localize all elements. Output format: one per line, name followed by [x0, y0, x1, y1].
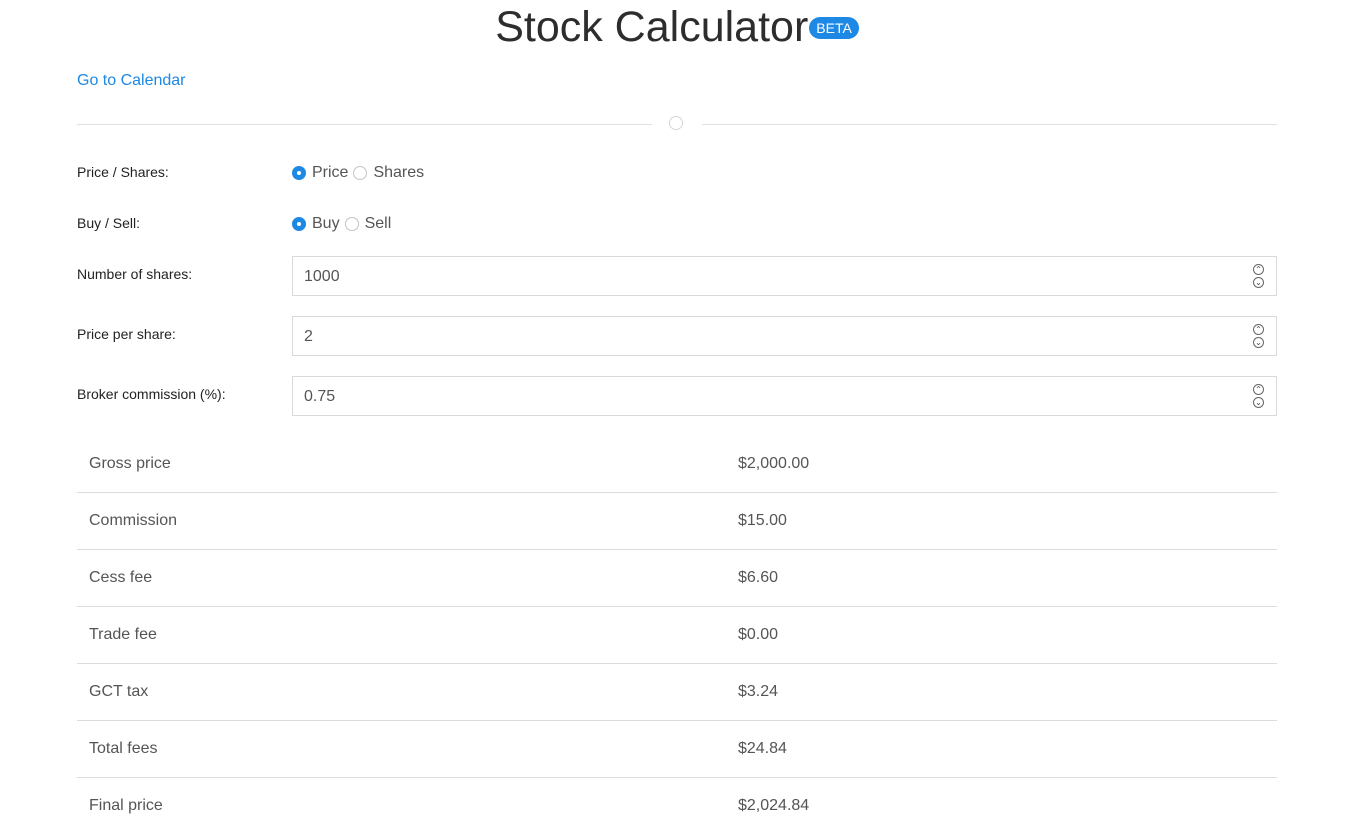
shares-radio[interactable] — [353, 166, 368, 180]
page-title: Stock Calculator — [495, 3, 809, 51]
commission-input[interactable]: 0.75 ⌃ ⌄ — [292, 376, 1277, 416]
commission-label: Broker commission (%): — [77, 386, 226, 402]
num-shares-value: 1000 — [304, 268, 340, 285]
price-per-share-label: Price per share: — [77, 326, 176, 342]
chevron-down-icon[interactable]: ⌄ — [1253, 277, 1264, 288]
result-value: $24.84 — [726, 720, 1277, 778]
table-row: Total fees $24.84 — [77, 720, 1277, 778]
price-per-share-value: 2 — [304, 328, 313, 345]
result-label: Gross price — [77, 436, 726, 493]
buy-sell-label: Buy / Sell: — [77, 215, 141, 231]
price-shares-label: Price / Shares: — [77, 164, 169, 180]
chevron-down-icon[interactable]: ⌄ — [1253, 397, 1264, 408]
result-value: $3.24 — [726, 663, 1277, 721]
divider-line-right — [702, 124, 1277, 125]
chevron-down-icon[interactable]: ⌄ — [1253, 337, 1264, 348]
price-radio-option[interactable]: Price — [292, 164, 348, 182]
table-row: Gross price $2,000.00 — [77, 436, 1277, 493]
chevron-up-icon[interactable]: ⌃ — [1253, 384, 1264, 395]
result-value: $2,000.00 — [726, 436, 1277, 493]
price-radio-label: Price — [312, 164, 349, 181]
table-row: Trade fee $0.00 — [77, 606, 1277, 664]
price-radio[interactable] — [292, 166, 306, 180]
result-label: Cess fee — [77, 549, 726, 607]
buy-radio-option[interactable]: Buy — [292, 215, 340, 233]
shares-radio-option[interactable]: Shares — [353, 164, 424, 182]
commission-stepper[interactable]: ⌃ ⌄ — [1253, 384, 1265, 408]
result-label: Final price — [89, 797, 163, 814]
num-shares-label: Number of shares: — [77, 266, 193, 282]
result-value: $6.60 — [726, 549, 1277, 607]
go-to-calendar-link[interactable]: Go to Calendar — [77, 72, 186, 89]
beta-badge: BETA — [809, 17, 859, 39]
price-shares-radio-group: Price Shares — [292, 163, 429, 183]
result-value: $15.00 — [726, 492, 1277, 550]
circle-icon — [669, 116, 683, 130]
commission-value: 0.75 — [304, 388, 336, 405]
sell-radio-label: Sell — [364, 215, 392, 232]
chevron-up-icon[interactable]: ⌃ — [1253, 324, 1264, 335]
result-label: Trade fee — [77, 606, 726, 664]
buy-sell-radio-group: Buy Sell — [292, 214, 396, 234]
buy-radio[interactable] — [292, 217, 306, 231]
num-shares-stepper[interactable]: ⌃ ⌄ — [1253, 264, 1265, 288]
title-row: Stock Calculator BETA — [0, 0, 1354, 56]
section-divider — [77, 116, 1277, 132]
buy-radio-label: Buy — [312, 215, 340, 232]
chevron-up-icon[interactable]: ⌃ — [1253, 264, 1264, 275]
sell-radio[interactable] — [344, 217, 359, 231]
sell-radio-option[interactable]: Sell — [344, 215, 392, 233]
divider-line-left — [77, 124, 652, 125]
num-shares-input[interactable]: 1000 ⌃ ⌄ — [292, 256, 1277, 296]
table-row: Cess fee $6.60 — [77, 549, 1277, 607]
results-table: Gross price $2,000.00 Commission $15.00 … — [77, 436, 1277, 834]
result-value: $2,024.84 — [738, 797, 810, 814]
result-label: Commission — [77, 492, 726, 550]
result-value: $0.00 — [726, 606, 1277, 664]
table-row: Final price $2,024.84 — [77, 778, 1277, 834]
table-row: GCT tax $3.24 — [77, 663, 1277, 721]
shares-radio-label: Shares — [373, 164, 425, 181]
result-label: GCT tax — [77, 663, 726, 721]
result-label: Total fees — [77, 720, 726, 778]
price-per-share-input[interactable]: 2 ⌃ ⌄ — [292, 316, 1277, 356]
price-per-share-stepper[interactable]: ⌃ ⌄ — [1253, 324, 1265, 348]
table-row: Commission $15.00 — [77, 492, 1277, 550]
